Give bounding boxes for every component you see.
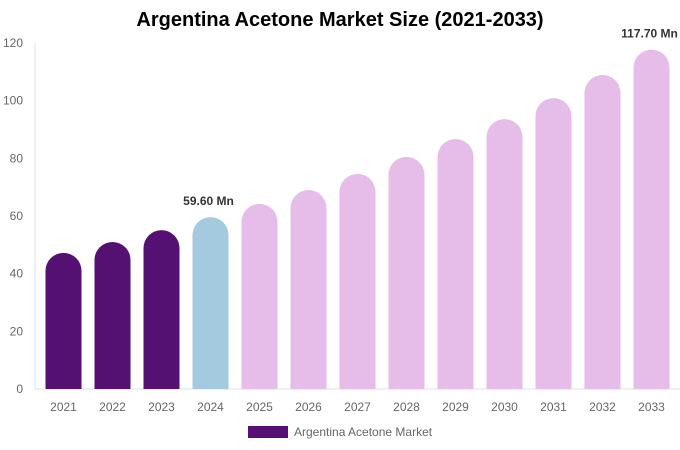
bar-2025: [241, 203, 278, 389]
data-label: 59.60 Mn: [183, 194, 234, 208]
y-tick-label: 40: [10, 267, 24, 281]
bar-2031: [535, 98, 572, 390]
bar-2023: [143, 230, 180, 389]
y-tick-label: 60: [10, 209, 24, 223]
y-tick-label: 120: [3, 36, 23, 50]
bar-2029: [437, 139, 474, 389]
x-tick-label: 2028: [393, 400, 420, 414]
y-tick-label: 0: [16, 382, 23, 396]
bar-2032: [584, 75, 621, 389]
data-label: 117.70 Mn: [621, 27, 678, 41]
legend[interactable]: Argentina Acetone Market: [248, 425, 432, 439]
x-tick-label: 2024: [197, 400, 224, 414]
bar-2022: [94, 241, 131, 389]
y-tick-label: 20: [10, 324, 24, 338]
bar-2030: [486, 119, 523, 389]
bar-2024: [192, 217, 229, 389]
y-tick-label: 100: [3, 94, 23, 108]
x-tick-label: 2027: [344, 400, 371, 414]
x-tick-label: 2033: [638, 400, 665, 414]
bar-2033: [633, 49, 670, 390]
x-tick-label: 2031: [540, 400, 567, 414]
x-tick-label: 2021: [50, 400, 77, 414]
x-tick-label: 2032: [589, 400, 616, 414]
legend-label: Argentina Acetone Market: [294, 425, 433, 439]
x-tick-label: 2023: [148, 400, 175, 414]
x-tick-label: 2025: [246, 400, 273, 414]
x-tick-label: 2022: [99, 400, 126, 414]
bar-2026: [290, 190, 327, 389]
y-tick-label: 80: [10, 151, 24, 165]
x-tick-label: 2029: [442, 400, 469, 414]
bar-2021: [45, 252, 82, 389]
x-tick-label: 2026: [295, 400, 322, 414]
chart-title: Argentina Acetone Market Size (2021-2033…: [136, 9, 544, 31]
x-tick-label: 2030: [491, 400, 518, 414]
bar-2028: [388, 156, 425, 389]
bar-2027: [339, 173, 376, 389]
legend-swatch: [248, 426, 288, 438]
